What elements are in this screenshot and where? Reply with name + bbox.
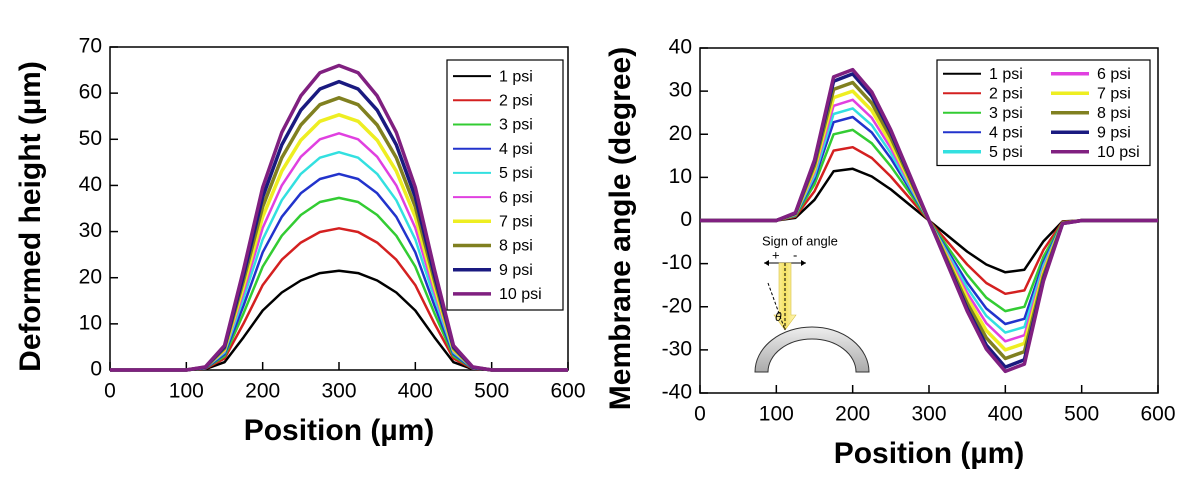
x-tick-label: 0: [104, 380, 116, 403]
x-tick-label: 200: [835, 403, 870, 426]
inset-membrane: [754, 326, 870, 373]
legend-label: 9 psi: [499, 262, 533, 279]
inset-minus: -: [793, 247, 797, 262]
y-tick-label: -10: [662, 251, 692, 274]
legend-label: 4 psi: [989, 124, 1023, 141]
data-line: [110, 269, 568, 372]
y-tick-label: 20: [669, 122, 692, 145]
y-tick-label: 0: [680, 208, 692, 231]
y-tick-label: -40: [662, 381, 692, 404]
legend-label: 8 psi: [499, 238, 533, 255]
x-tick-label: 300: [321, 380, 356, 403]
y-tick-label: 50: [79, 127, 102, 150]
x-tick-label: 0: [694, 403, 706, 426]
inset-arrowheads: [764, 260, 806, 266]
y-axis-label: Deformed height (µm): [14, 61, 47, 372]
legend-label: 4 psi: [499, 141, 533, 158]
legend-label: 1 psi: [499, 68, 533, 85]
legend-label: 2 psi: [499, 93, 533, 110]
inset-tilted: [767, 282, 786, 331]
x-tick-label: 500: [474, 380, 509, 403]
y-tick-label: 10: [669, 165, 692, 188]
x-axis-label: Position (µm): [244, 414, 435, 447]
legend-label: 5 psi: [499, 165, 533, 182]
y-tick-label: 60: [79, 81, 102, 104]
y-tick-label: 40: [79, 173, 102, 196]
y-tick-label: 20: [79, 265, 102, 288]
legend-label: 3 psi: [499, 117, 533, 134]
legend-label: 5 psi: [989, 144, 1023, 161]
x-tick-label: 200: [245, 380, 280, 403]
y-tick-label: -30: [662, 337, 692, 360]
legend-label: 3 psi: [989, 105, 1023, 122]
x-tick-label: 500: [1064, 403, 1099, 426]
data-line: [110, 63, 568, 372]
x-tick-label: 100: [759, 403, 794, 426]
y-axis-label: Membrane angle (degree): [604, 47, 637, 410]
legend-label: 9 psi: [1097, 124, 1131, 141]
x-tick-label: 100: [169, 380, 204, 403]
legend-label: 6 psi: [1097, 66, 1131, 83]
y-tick-label: 10: [79, 311, 102, 334]
legend-label: 10 psi: [499, 286, 542, 303]
inset-plus: +: [772, 247, 780, 262]
legend-label: 8 psi: [1097, 105, 1131, 122]
y-tick-label: 30: [669, 79, 692, 102]
y-tick-label: 30: [79, 219, 102, 242]
x-tick-label: 600: [1140, 403, 1175, 426]
legend-label: 2 psi: [989, 85, 1023, 102]
x-tick-label: 400: [398, 380, 433, 403]
y-tick-label: -20: [662, 294, 692, 317]
y-tick-label: 40: [669, 36, 692, 59]
y-tick-label: 70: [79, 35, 102, 58]
inset-theta: θ: [775, 310, 782, 324]
legend-label: 7 psi: [1097, 85, 1131, 102]
data-line: [700, 67, 1158, 374]
inset-title: Sign of angle: [762, 233, 838, 248]
x-tick-label: 600: [550, 380, 585, 403]
inset-beam: [773, 262, 797, 331]
legend-label: 7 psi: [499, 214, 533, 231]
x-tick-label: 400: [988, 403, 1023, 426]
legend-label: 6 psi: [499, 189, 533, 206]
legend-label: 10 psi: [1097, 144, 1140, 161]
x-tick-label: 300: [911, 403, 946, 426]
legend-label: 1 psi: [989, 66, 1023, 83]
y-tick-label: 0: [90, 358, 102, 381]
inset-diagram: Sign of angle+ - θ: [754, 233, 870, 373]
x-axis-label: Position (µm): [834, 437, 1025, 470]
